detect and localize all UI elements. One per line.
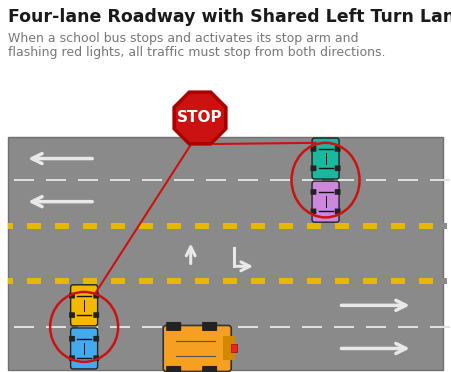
Bar <box>349 278 363 284</box>
FancyBboxPatch shape <box>312 181 339 222</box>
Bar <box>8 223 443 229</box>
Bar <box>398 326 418 328</box>
Bar <box>265 278 279 284</box>
Bar <box>14 326 34 328</box>
FancyBboxPatch shape <box>311 189 316 195</box>
Bar <box>8 137 443 370</box>
FancyBboxPatch shape <box>311 146 316 152</box>
Bar <box>125 223 139 229</box>
Bar <box>302 326 322 328</box>
FancyBboxPatch shape <box>93 293 99 298</box>
Bar <box>405 278 419 284</box>
Bar <box>8 278 443 284</box>
Bar <box>142 179 162 182</box>
Bar <box>231 344 237 352</box>
Bar <box>206 326 226 328</box>
Bar <box>270 179 290 182</box>
Bar <box>97 278 111 284</box>
Bar <box>69 278 83 284</box>
FancyBboxPatch shape <box>166 322 181 331</box>
Bar <box>41 278 55 284</box>
FancyBboxPatch shape <box>69 312 75 318</box>
Bar <box>366 326 386 328</box>
Bar <box>430 326 450 328</box>
Bar <box>174 179 194 182</box>
Bar <box>125 278 139 284</box>
Polygon shape <box>174 92 226 144</box>
Bar <box>366 179 386 182</box>
Bar <box>405 223 419 229</box>
Bar <box>206 179 226 182</box>
Bar <box>14 179 34 182</box>
Bar <box>334 326 354 328</box>
FancyBboxPatch shape <box>223 336 235 360</box>
Bar <box>13 278 27 284</box>
Bar <box>293 278 307 284</box>
Bar <box>110 179 130 182</box>
FancyBboxPatch shape <box>335 146 341 152</box>
Bar <box>237 223 251 229</box>
Bar <box>69 223 83 229</box>
Bar <box>153 223 167 229</box>
Bar <box>238 326 258 328</box>
Bar <box>302 179 322 182</box>
Text: STOP: STOP <box>177 110 223 125</box>
FancyBboxPatch shape <box>93 355 99 361</box>
Bar <box>97 223 111 229</box>
Bar <box>41 223 55 229</box>
Bar <box>181 278 195 284</box>
Bar <box>433 278 447 284</box>
Bar <box>78 179 98 182</box>
FancyBboxPatch shape <box>312 138 339 179</box>
Bar <box>321 278 335 284</box>
FancyBboxPatch shape <box>202 366 217 372</box>
FancyBboxPatch shape <box>69 293 75 298</box>
Bar <box>237 278 251 284</box>
Bar <box>433 223 447 229</box>
Bar <box>13 223 27 229</box>
FancyBboxPatch shape <box>166 366 181 372</box>
Bar <box>46 326 66 328</box>
FancyBboxPatch shape <box>311 209 316 214</box>
Bar <box>334 179 354 182</box>
Bar <box>174 326 194 328</box>
FancyBboxPatch shape <box>71 328 97 369</box>
Bar <box>349 223 363 229</box>
FancyBboxPatch shape <box>69 355 75 361</box>
Bar <box>142 326 162 328</box>
Text: Four-lane Roadway with Shared Left Turn Lane: Four-lane Roadway with Shared Left Turn … <box>8 8 451 26</box>
Text: When a school bus stops and activates its stop arm and: When a school bus stops and activates it… <box>8 32 359 45</box>
FancyBboxPatch shape <box>93 312 99 318</box>
Bar <box>153 278 167 284</box>
FancyBboxPatch shape <box>71 285 97 326</box>
FancyBboxPatch shape <box>335 209 341 214</box>
Bar <box>430 179 450 182</box>
Bar <box>398 179 418 182</box>
Bar <box>270 326 290 328</box>
Bar <box>209 278 223 284</box>
Bar <box>110 326 130 328</box>
FancyBboxPatch shape <box>163 326 231 372</box>
Bar <box>209 223 223 229</box>
Bar <box>377 278 391 284</box>
Bar <box>321 223 335 229</box>
Bar <box>377 223 391 229</box>
Bar <box>265 223 279 229</box>
FancyBboxPatch shape <box>202 322 217 331</box>
FancyBboxPatch shape <box>69 336 75 341</box>
Bar <box>181 223 195 229</box>
FancyBboxPatch shape <box>93 336 99 341</box>
Bar <box>238 179 258 182</box>
Bar <box>78 326 98 328</box>
Bar <box>46 179 66 182</box>
FancyBboxPatch shape <box>335 189 341 195</box>
Bar <box>293 223 307 229</box>
FancyBboxPatch shape <box>311 166 316 171</box>
FancyBboxPatch shape <box>335 166 341 171</box>
Text: flashing red lights, all traffic must stop from both directions.: flashing red lights, all traffic must st… <box>8 46 386 59</box>
